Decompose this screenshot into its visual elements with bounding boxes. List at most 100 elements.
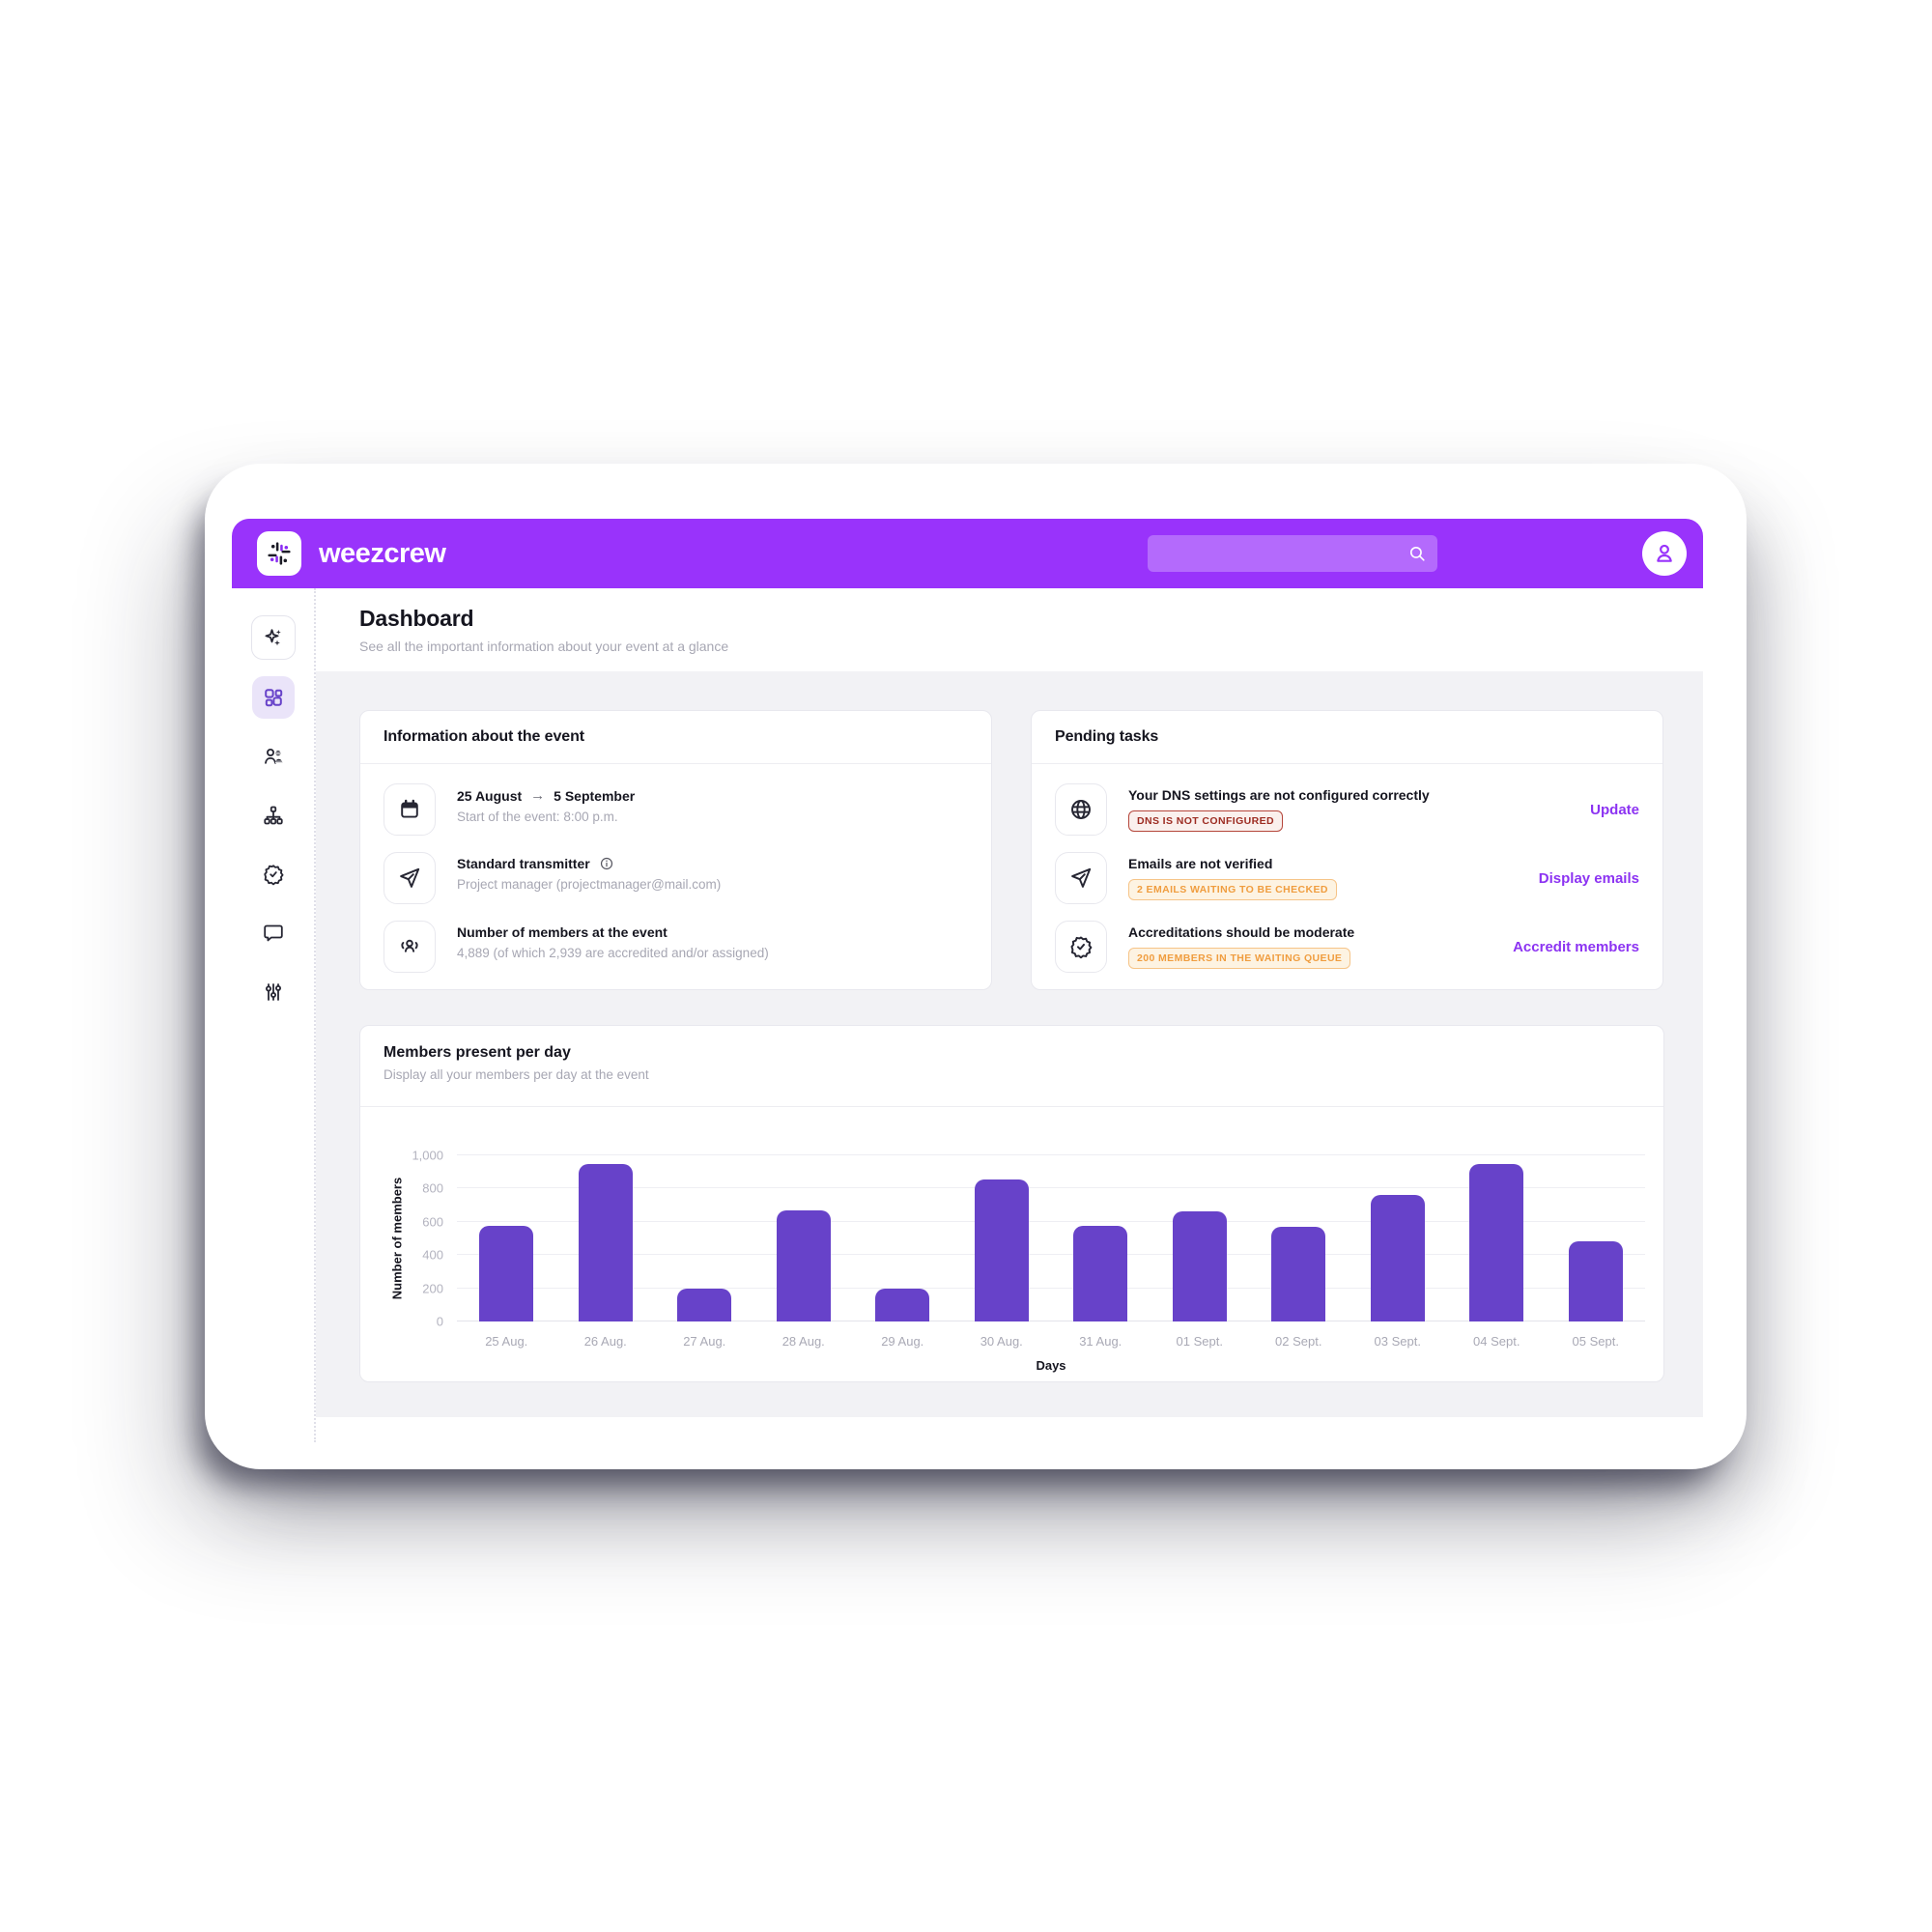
gridline (457, 1254, 1645, 1256)
app-window: weezcrew (205, 464, 1747, 1469)
event-start-time: Start of the event: 8:00 p.m. (457, 810, 618, 824)
event-dates-row: 25 August → 5 September Start of the eve… (384, 783, 968, 836)
members-count-title: Number of members at the event (457, 924, 668, 940)
event-start-date: 25 August (457, 787, 523, 804)
emails-status-badge: 2 EMAILS WAITING TO BE CHECKED (1128, 879, 1337, 900)
globe-icon-box (1055, 783, 1107, 836)
calendar-icon-box (384, 783, 436, 836)
emails-task-row: Emails are not verified 2 EMAILS WAITING… (1055, 852, 1639, 904)
display-emails-link[interactable]: Display emails (1538, 869, 1639, 887)
chart-bar[interactable] (479, 1226, 534, 1321)
chart-bar[interactable] (1172, 1210, 1227, 1321)
x-tick-label: 27 Aug. (683, 1334, 726, 1349)
chart-bar[interactable] (578, 1163, 633, 1321)
sparkles-icon (265, 629, 281, 646)
chart-area: Number of members 0 200 400 600 800 1,000 25 A… (360, 1107, 1663, 1381)
x-tick-label: 28 Aug. (781, 1334, 825, 1349)
x-tick-label: 01 Sept. (1176, 1334, 1223, 1349)
bar-chart-plot: 0 200 400 600 800 1,000 25 Aug. 26 Aug. 27 Aug. 2… (412, 1149, 1645, 1349)
event-info-card: Information about the event (359, 710, 992, 990)
sidebar-item-assistant[interactable] (250, 615, 296, 660)
search-icon[interactable] (1406, 543, 1428, 564)
chart-bar[interactable] (1469, 1164, 1524, 1321)
x-tick-label: 25 Aug. (485, 1334, 528, 1349)
search-input[interactable] (1148, 535, 1437, 572)
chart-bar[interactable] (677, 1288, 732, 1321)
update-dns-link[interactable]: Update (1590, 801, 1639, 818)
sidebar-item-settings[interactable] (252, 971, 295, 1013)
accreditations-status-badge: 200 MEMBERS IN THE WAITING QUEUE (1128, 948, 1351, 969)
sliders-icon (265, 983, 281, 1001)
y-tick-label: 1,000 (412, 1148, 443, 1163)
members-count-row: Number of members at the event 4,889 (of… (384, 921, 968, 973)
info-icon[interactable] (599, 856, 614, 871)
chart-bar[interactable] (875, 1288, 930, 1321)
page-subtitle: See all the important information about … (359, 639, 729, 654)
x-tick-label: 31 Aug. (1079, 1334, 1122, 1349)
chart-card-header: Members present per day Display all your… (360, 1026, 1663, 1107)
dns-task-row: Your DNS settings are not configured cor… (1055, 783, 1639, 836)
event-info-card-title: Information about the event (384, 728, 584, 745)
sidebar-item-dashboard[interactable] (251, 676, 295, 719)
sidebar-item-structure[interactable] (252, 794, 295, 837)
chart-bar[interactable] (1271, 1226, 1326, 1321)
user-avatar-button[interactable] (1642, 531, 1687, 576)
sidebar-item-members[interactable] (252, 735, 295, 778)
members-count-subtitle: 4,889 (of which 2,939 are accredited and… (457, 946, 769, 960)
gridline (457, 1187, 1645, 1189)
y-tick-label: 800 (422, 1180, 443, 1196)
send-icon (1071, 867, 1092, 888)
chart-bar[interactable] (1370, 1195, 1425, 1321)
event-info-card-header: Information about the event (360, 711, 991, 764)
seal-check-icon-box (1055, 921, 1107, 973)
weezcrew-logo-icon (268, 542, 291, 565)
x-tick-label: 05 Sept. (1572, 1334, 1619, 1349)
transmitter-subtitle: Project manager (projectmanager@mail.com… (457, 877, 722, 892)
chat-bubble-icon (263, 924, 283, 942)
y-tick-label: 400 (422, 1247, 443, 1263)
gridline (457, 1287, 1645, 1289)
search-bar[interactable] (1148, 535, 1437, 572)
y-tick-label: 600 (422, 1214, 443, 1230)
members-icon (264, 749, 282, 764)
sidebar (232, 588, 316, 1442)
gridline (457, 1154, 1645, 1155)
chart-bar[interactable] (776, 1209, 831, 1321)
weezcrew-logo[interactable] (257, 531, 301, 576)
dashboard-grid-icon (264, 689, 282, 707)
send-icon-box (384, 852, 436, 904)
seal-check-icon (1070, 936, 1093, 959)
accredit-members-link[interactable]: Accredit members (1513, 938, 1639, 955)
y-axis-title: Number of members (389, 1177, 405, 1300)
content-area: Information about the event (316, 671, 1703, 1417)
x-tick-label: 30 Aug. (980, 1334, 1023, 1349)
seal-check-icon (263, 865, 283, 886)
accreditations-task-title: Accreditations should be moderate (1128, 924, 1355, 940)
brand-name: weezcrew (319, 537, 446, 569)
chart-bar[interactable] (1568, 1241, 1623, 1321)
dns-status-badge: DNS IS NOT CONFIGURED (1128, 810, 1283, 832)
members-chart-card: Members present per day Display all your… (359, 1025, 1664, 1382)
sidebar-item-messages[interactable] (252, 912, 295, 954)
x-tick-label: 02 Sept. (1275, 1334, 1322, 1349)
chart-bar[interactable] (1073, 1226, 1128, 1321)
x-tick-label: 29 Aug. (881, 1334, 924, 1349)
event-dates: 25 August → 5 September (457, 787, 635, 804)
chart-bar[interactable] (974, 1179, 1029, 1321)
arrow-right-icon: → (530, 787, 546, 804)
x-axis-title: Days (1036, 1358, 1066, 1373)
crowd-icon (401, 939, 418, 952)
pending-tasks-card-header: Pending tasks (1032, 711, 1662, 764)
pending-tasks-card-title: Pending tasks (1055, 728, 1159, 745)
send-icon (400, 867, 420, 888)
accreditations-task-row: Accreditations should be moderate 200 ME… (1055, 921, 1639, 973)
send-icon-box (1055, 852, 1107, 904)
y-tick-label: 200 (422, 1281, 443, 1296)
emails-task-title: Emails are not verified (1128, 856, 1273, 871)
sidebar-item-accreditations[interactable] (252, 853, 295, 895)
dns-task-title: Your DNS settings are not configured cor… (1128, 787, 1430, 803)
transmitter-row: Standard transmitter Project manager (pr… (384, 852, 968, 904)
x-tick-label: 03 Sept. (1374, 1334, 1421, 1349)
event-end-date: 5 September (554, 787, 636, 804)
globe-icon (1071, 800, 1091, 819)
